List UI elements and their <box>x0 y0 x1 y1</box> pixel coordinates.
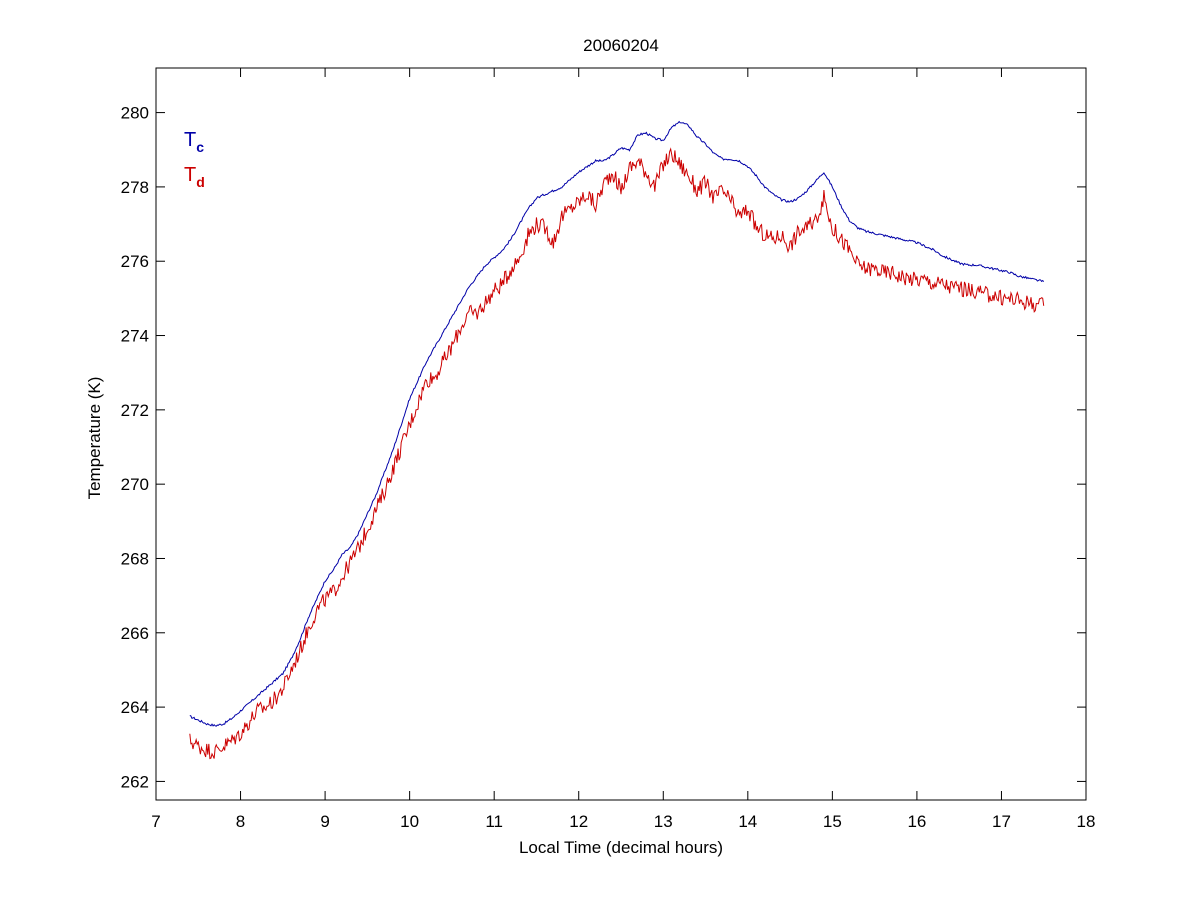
axis-ticks: 7 8 9 10 11 12 13 14 15 16 17 18 262 264 266 268 270 272 2… <box>121 68 1096 831</box>
x-tick-label: 16 <box>907 812 926 831</box>
x-tick-label: 18 <box>1077 812 1096 831</box>
x-tick-label: 14 <box>738 812 757 831</box>
legend: Tc Td <box>184 129 205 190</box>
x-tick-label: 9 <box>320 812 329 831</box>
x-tick-label: 12 <box>569 812 588 831</box>
y-tick-label: 278 <box>121 178 149 197</box>
x-tick-label: 17 <box>992 812 1011 831</box>
y-tick-label: 268 <box>121 549 149 568</box>
y-tick-label: 270 <box>121 475 149 494</box>
legend-label-tc: Tc <box>184 129 204 155</box>
x-tick-label: 13 <box>654 812 673 831</box>
plot-area <box>155 67 1087 801</box>
series-line-td <box>189 147 1045 760</box>
legend-entry-td: Td <box>184 164 205 190</box>
y-tick-label: 274 <box>121 327 149 346</box>
y-tick-label: 276 <box>121 252 149 271</box>
y-tick-label: 272 <box>121 401 149 420</box>
chart-title: 20060204 <box>583 36 659 55</box>
y-tick-label: 280 <box>121 104 149 123</box>
x-axis-label: Local Time (decimal hours) <box>519 838 723 857</box>
y-tick-label: 266 <box>121 624 149 643</box>
x-tick-label: 15 <box>823 812 842 831</box>
x-tick-label: 10 <box>400 812 419 831</box>
series-line-tc <box>189 120 1045 727</box>
y-axis-label: Temperature (K) <box>85 377 104 500</box>
legend-label-td: Td <box>184 164 205 190</box>
y-tick-label: 262 <box>121 772 149 791</box>
legend-entry-tc: Tc <box>184 129 204 155</box>
x-tick-label: 8 <box>236 812 245 831</box>
x-tick-label: 7 <box>151 812 160 831</box>
y-tick-label: 264 <box>121 698 149 717</box>
series-layer <box>189 120 1045 760</box>
plot-frame <box>155 67 1087 801</box>
x-tick-label: 11 <box>485 812 503 831</box>
